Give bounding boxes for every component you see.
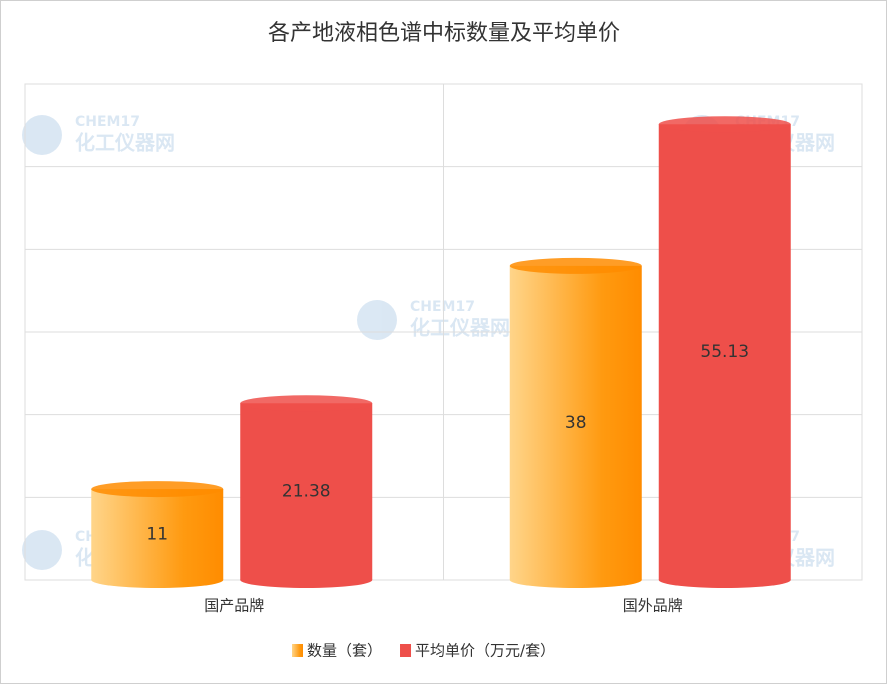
watermark-logo <box>22 530 62 570</box>
watermark-brand: CHEM17 <box>75 114 140 130</box>
value-label: 21.38 <box>282 482 331 502</box>
legend-swatch <box>400 644 412 657</box>
bar <box>240 403 373 580</box>
watermark-brand: CHEM17 <box>410 299 475 315</box>
cylinder: 38 <box>509 257 642 588</box>
bar-base <box>509 572 642 588</box>
watermark-name: 化工仪器网 <box>410 316 510 340</box>
cylinder: 21.38 <box>240 395 373 588</box>
bar-base <box>91 572 224 588</box>
bar-base <box>240 572 373 588</box>
bar-base <box>658 572 791 588</box>
value-label: 11 <box>146 525 168 545</box>
legend-label: 数量（套） <box>307 642 382 660</box>
cylinder: 11 <box>91 481 224 588</box>
watermark-logo <box>22 115 62 155</box>
bar <box>91 489 224 580</box>
bar-top <box>240 395 373 412</box>
cylinder: 55.13 <box>658 116 791 588</box>
chart-title: 各产地液相色谱中标数量及平均单价 <box>268 21 620 46</box>
watermark-logo <box>357 300 397 340</box>
value-label: 55.13 <box>700 342 749 362</box>
bar <box>658 124 791 580</box>
watermark-name: 化工仪器网 <box>75 131 175 155</box>
x-tick-label: 国产品牌 <box>204 597 264 615</box>
value-label: 38 <box>565 413 587 433</box>
bar-top <box>91 481 224 498</box>
bar <box>509 265 642 580</box>
bar-top <box>509 257 642 274</box>
x-tick-label: 国外品牌 <box>623 597 683 615</box>
legend-label: 平均单价（万元/套） <box>415 642 555 660</box>
bar-top <box>658 116 791 133</box>
legend-swatch <box>292 644 303 657</box>
